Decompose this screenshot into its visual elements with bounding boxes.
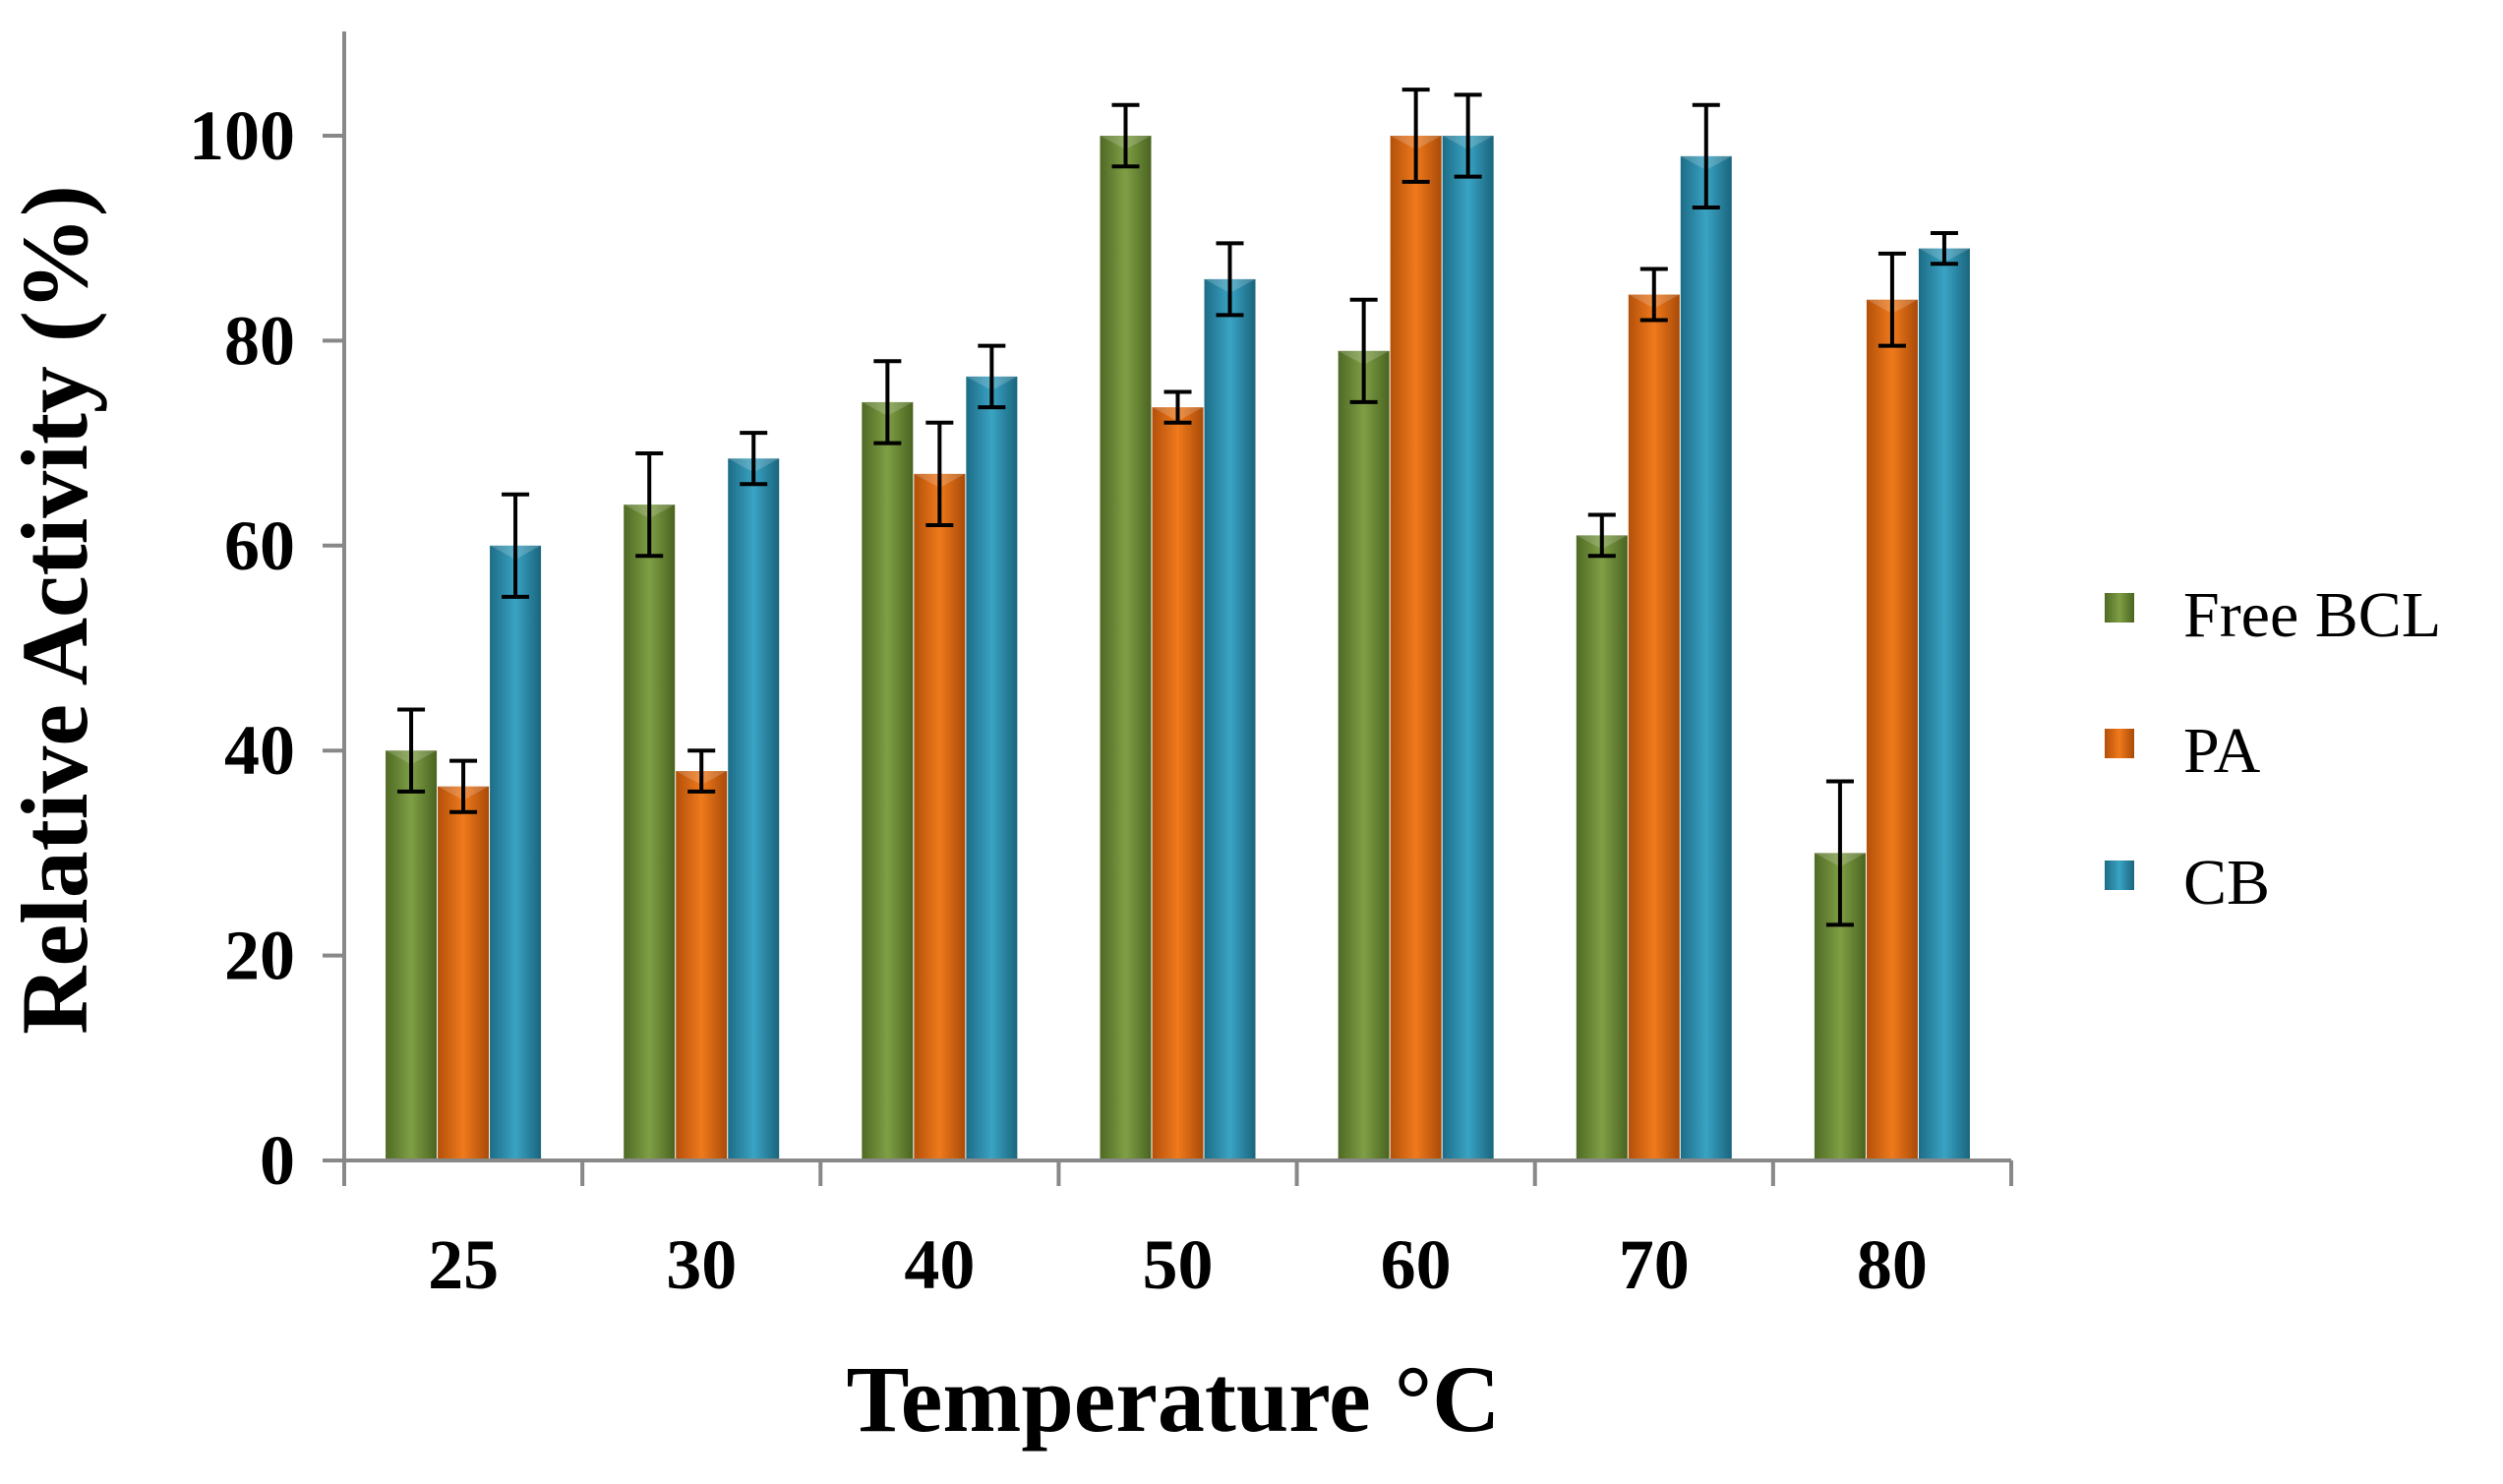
legend: Free BCL PA CB bbox=[2105, 579, 2441, 919]
bar-cb-80 bbox=[1918, 248, 1970, 1160]
legend-item-free-bcl: Free BCL bbox=[2105, 579, 2441, 651]
bar-cb-60 bbox=[1442, 136, 1494, 1160]
bar-cb-25 bbox=[490, 545, 542, 1160]
x-tick-label: 50 bbox=[1143, 1225, 1214, 1304]
bar-free-bcl-70 bbox=[1576, 535, 1628, 1160]
bar-cb-40 bbox=[966, 376, 1018, 1160]
x-tick-label: 80 bbox=[1857, 1225, 1928, 1304]
x-tick-label: 60 bbox=[1381, 1225, 1452, 1304]
legend-item-pa: PA bbox=[2105, 715, 2261, 787]
x-tick-label: 25 bbox=[428, 1225, 499, 1304]
legend-swatch-cb bbox=[2105, 861, 2134, 890]
bar-free-bcl-40 bbox=[862, 401, 914, 1160]
bar-pa-25 bbox=[438, 786, 490, 1160]
legend-label-cb: CB bbox=[2183, 847, 2270, 919]
legend-label-free-bcl: Free BCL bbox=[2183, 579, 2441, 651]
bar-pa-60 bbox=[1390, 136, 1442, 1160]
bar-pa-80 bbox=[1866, 299, 1918, 1161]
x-axis-title: Temperature °C bbox=[847, 1346, 1501, 1452]
y-tick-label: 40 bbox=[224, 711, 295, 790]
legend-swatch-free-bcl bbox=[2105, 593, 2134, 623]
y-tick-label: 80 bbox=[224, 301, 295, 380]
bar-pa-30 bbox=[676, 771, 728, 1160]
bar-free-bcl-30 bbox=[624, 505, 676, 1160]
x-axis-ticks: 25 30 40 50 60 70 80 bbox=[342, 1160, 2013, 1304]
y-tick-label: 60 bbox=[224, 506, 295, 585]
bar-free-bcl-60 bbox=[1338, 350, 1390, 1160]
y-tick-label: 100 bbox=[189, 96, 295, 175]
bar-pa-50 bbox=[1152, 407, 1204, 1160]
bar-free-bcl-50 bbox=[1100, 136, 1152, 1160]
y-axis-ticks: 0 20 40 60 80 100 bbox=[189, 96, 344, 1200]
bar-pa-70 bbox=[1628, 294, 1680, 1160]
y-tick-label: 20 bbox=[224, 917, 295, 995]
x-tick-label: 40 bbox=[904, 1225, 975, 1304]
bar-cb-30 bbox=[728, 458, 780, 1161]
x-tick-label: 70 bbox=[1619, 1225, 1690, 1304]
legend-label-pa: PA bbox=[2183, 715, 2261, 787]
bar-free-bcl-25 bbox=[386, 750, 438, 1160]
bar-cb-70 bbox=[1680, 155, 1732, 1161]
bar-cb-50 bbox=[1204, 278, 1256, 1160]
legend-swatch-pa bbox=[2105, 729, 2134, 758]
bars-layer bbox=[386, 136, 1970, 1161]
legend-item-cb: CB bbox=[2105, 847, 2270, 919]
x-tick-label: 30 bbox=[666, 1225, 737, 1304]
y-axis-title: Relative Activity (%) bbox=[2, 185, 107, 1035]
bar-pa-40 bbox=[914, 473, 966, 1160]
y-tick-label: 0 bbox=[260, 1121, 295, 1200]
error-bars-layer bbox=[397, 88, 1958, 927]
